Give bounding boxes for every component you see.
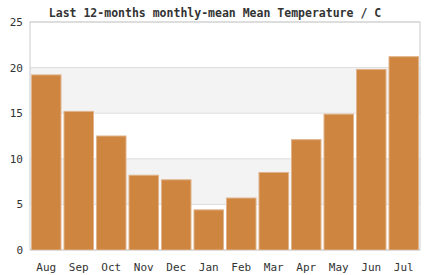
chart: Last 12-months monthly-mean Mean Tempera… <box>0 0 430 275</box>
plot-frame <box>30 22 420 250</box>
x-tick-label: May <box>329 261 349 274</box>
bar <box>324 114 354 250</box>
title: Last 12-months monthly-mean Mean Tempera… <box>49 6 381 20</box>
x-tick-label: Oct <box>101 261 121 274</box>
x-tick-label: Jun <box>361 261 381 274</box>
bar <box>389 57 419 250</box>
y-tick-label: 25 <box>10 16 23 29</box>
x-tick-label: Dec <box>166 261 186 274</box>
bar <box>259 172 289 250</box>
x-tick-label: Sep <box>69 261 89 274</box>
x-tick-label: Apr <box>296 261 316 274</box>
x-tick-label: Jan <box>199 261 219 274</box>
x-tick-label: Mar <box>264 261 284 274</box>
bar <box>64 111 94 250</box>
bar <box>129 175 159 250</box>
y-tick-label: 5 <box>16 198 23 211</box>
x-tick-label: Feb <box>231 261 251 274</box>
bar <box>227 198 257 250</box>
bar <box>292 140 322 250</box>
x-tick-label: Nov <box>134 261 154 274</box>
bar <box>32 75 62 250</box>
bar <box>97 136 127 250</box>
bar <box>357 69 387 250</box>
y-tick-label: 20 <box>10 62 23 75</box>
bars <box>32 57 419 250</box>
x-tick-label: Aug <box>36 261 56 274</box>
bar <box>194 210 224 250</box>
bar <box>162 180 192 250</box>
x-tick-label: Jul <box>394 261 414 274</box>
grid-line <box>30 67 420 68</box>
y-tick-label: 10 <box>10 153 23 166</box>
y-tick-label: 15 <box>10 107 23 120</box>
y-tick-label: 0 <box>16 244 23 257</box>
